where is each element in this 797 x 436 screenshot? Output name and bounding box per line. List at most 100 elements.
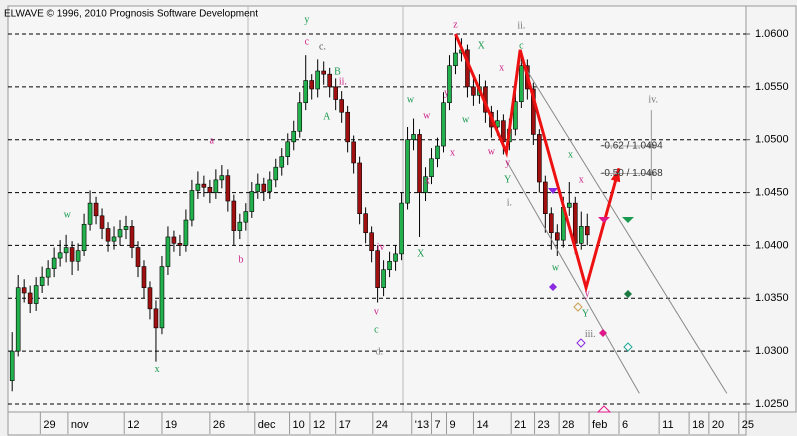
candle-body (123, 226, 129, 230)
wave-label: w (64, 209, 72, 220)
candle-body (327, 73, 332, 88)
marker (548, 188, 558, 194)
candle-body (303, 80, 309, 104)
wave-label: v (374, 306, 379, 317)
y-tick-label: 1.0300 (755, 345, 789, 357)
candle-body (447, 65, 452, 104)
candle-body (351, 141, 356, 164)
wave-label: c (305, 36, 310, 47)
candle-body (519, 65, 524, 102)
arrow-head (610, 168, 621, 183)
candle-body (141, 266, 147, 288)
candle-body (297, 102, 303, 132)
candle-body (171, 236, 177, 244)
wave-label: z (453, 19, 458, 30)
candle-body (423, 176, 428, 193)
candle-body (357, 162, 362, 215)
candle-body (183, 219, 189, 246)
wave-label: y (444, 87, 449, 98)
x-tick-label: 28 (562, 419, 574, 431)
x-axis-panel (7, 411, 747, 436)
candle-body (111, 236, 117, 242)
candle-body (39, 276, 45, 286)
wave-label: w (407, 94, 415, 105)
wave-label: iv (377, 242, 385, 253)
x-tick-label: 25 (742, 419, 754, 431)
wave-label: x (499, 62, 504, 73)
marker (573, 302, 583, 312)
candle-body (231, 200, 237, 231)
marker (598, 217, 610, 223)
wave-label: x (155, 364, 160, 375)
candle-body (543, 181, 548, 215)
y-tick-label: 1.0400 (755, 239, 789, 251)
marker (576, 338, 586, 348)
candle-body (105, 228, 111, 242)
y-tick-label: 1.0350 (755, 292, 789, 304)
wave-label: x (450, 147, 455, 158)
candle-body (471, 86, 476, 96)
marker (624, 290, 632, 298)
wave-label: X (417, 248, 425, 259)
wave-label: i. (507, 197, 512, 208)
x-tick-label: 29 (43, 419, 55, 431)
candle-body (99, 215, 105, 229)
candle-body (273, 166, 279, 181)
wave-label: w (462, 114, 470, 125)
x-tick-label: 7 (435, 419, 441, 431)
wave-label: y (304, 14, 309, 25)
wave-label: iv. (648, 94, 658, 105)
candle-body (135, 247, 141, 267)
wave-label: a (209, 135, 214, 146)
candle-body (75, 250, 81, 262)
y-tick-label: 1.0450 (755, 186, 789, 198)
candle-body (165, 236, 171, 267)
candle-body (405, 139, 410, 204)
candle-body (87, 202, 93, 225)
candle-body (315, 70, 320, 90)
candle-body (177, 243, 183, 246)
candle-body (51, 257, 57, 269)
candle-body (15, 287, 21, 352)
candle-body (566, 202, 572, 208)
wave-label: x (579, 174, 584, 185)
wave-label: x (425, 175, 430, 186)
candle-body (393, 253, 398, 262)
y-axis-panel (745, 5, 797, 413)
candle-body (291, 130, 297, 143)
x-tick-label: 10 (293, 419, 305, 431)
target-label: -0.50 / 1.0468 (601, 168, 663, 179)
wave-label: c (374, 324, 379, 335)
candle-body (429, 158, 434, 178)
x-tick-label: 17 (339, 419, 351, 431)
wave-label: y (505, 157, 510, 168)
wave-label: y (585, 288, 590, 299)
marker (596, 405, 612, 413)
candle-body (572, 202, 578, 244)
x-tick-label: nov (71, 419, 89, 431)
candle-body (255, 183, 261, 192)
marker (622, 217, 634, 223)
x-tick-label: 19 (165, 419, 177, 431)
marker (549, 283, 557, 291)
candle-body (9, 350, 15, 382)
candle-body (417, 134, 422, 193)
plot-area (7, 5, 747, 413)
wave-label: ii. (339, 76, 347, 87)
candle-body (363, 213, 368, 234)
marker (599, 329, 607, 337)
candle-body (578, 226, 584, 244)
candle-body (153, 308, 159, 329)
candle-body (267, 179, 273, 192)
x-tick-label: 11 (662, 419, 673, 431)
candle-body (513, 101, 518, 130)
y-tick-label: 1.0250 (755, 398, 789, 410)
candle-body (411, 134, 416, 141)
wave-label: A (323, 111, 331, 122)
x-tick-label: 23 (538, 419, 550, 431)
candle-body (584, 226, 590, 236)
x-tick-label: 12 (127, 419, 139, 431)
x-tick-label: dec (258, 419, 276, 431)
